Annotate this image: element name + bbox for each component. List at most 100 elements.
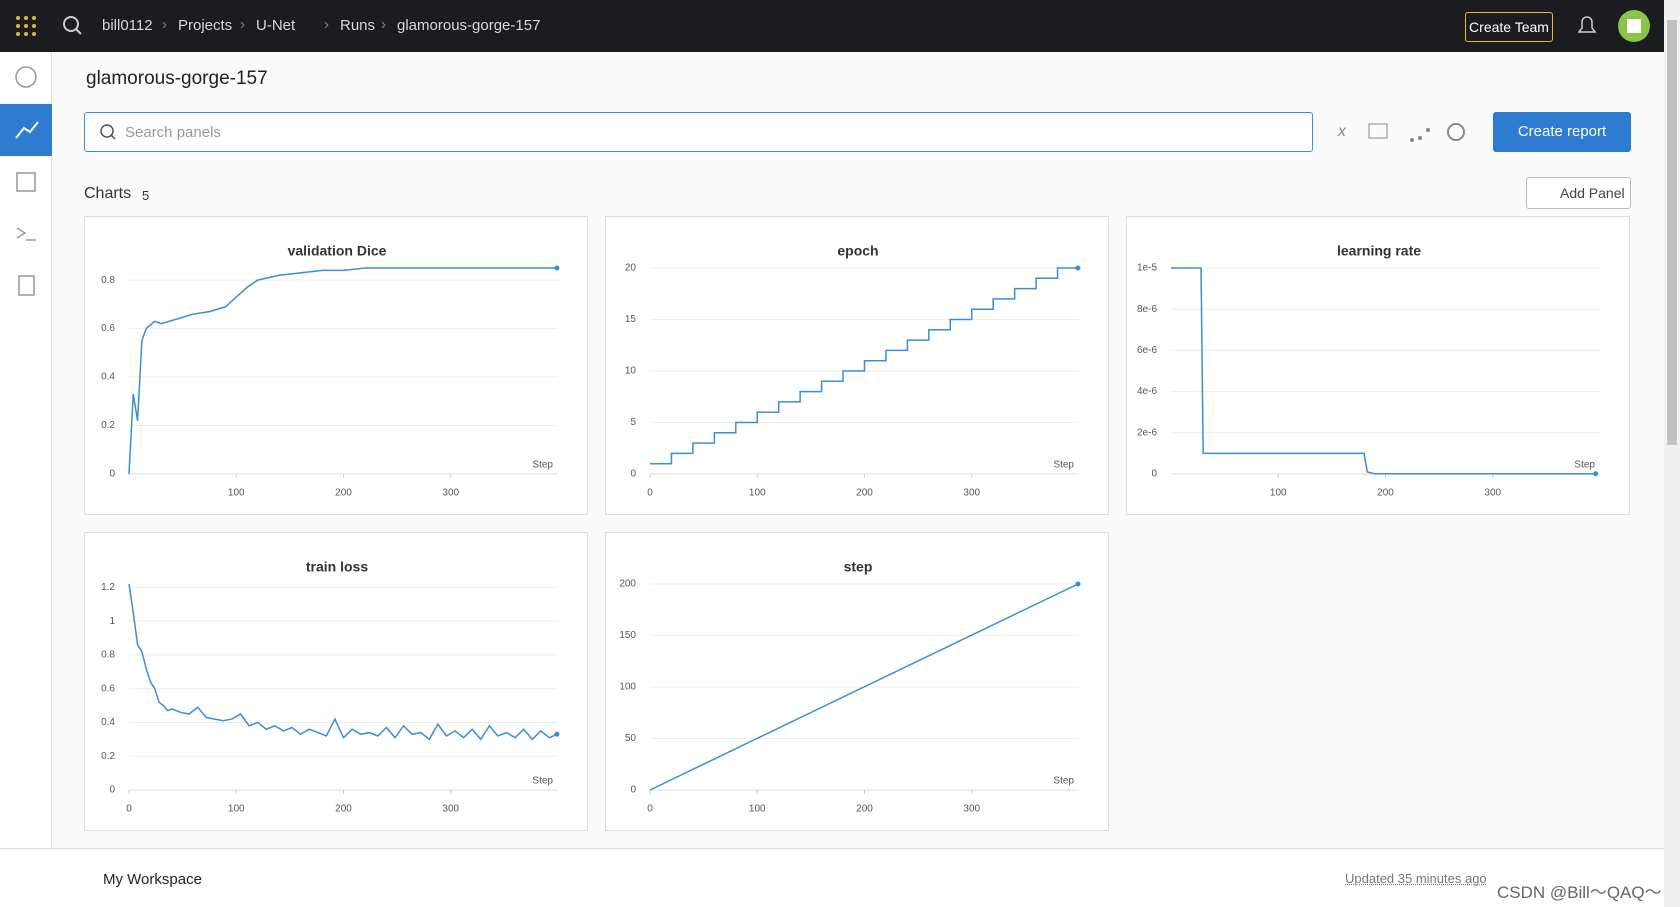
chart-panel: validation Dice 0 0.2 0.4 0.6 0.8 100 200 300 Ste… [84,216,588,515]
breadcrumb[interactable]: Projects [178,17,233,34]
top-bar: bill0112 › Projects › U-Net › Runs › gla… [0,0,1664,52]
chart-panel: learning rate 0 2e-6 4e-6 6e-6 8e-6 1e-5 100 200… [1126,216,1630,515]
chart: validation Dice 0 0.2 0.4 0.6 0.8 100 200 300 Ste… [101,243,560,499]
workspace-name[interactable]: My Workspace [103,871,202,888]
x-tick-label: 100 [228,804,245,815]
line [1171,267,1596,475]
create-team-button[interactable]: Create Team [1465,12,1553,42]
x-tick-label: 0 [126,804,132,815]
line [128,267,557,475]
x-tick-label: 200 [856,804,873,815]
line [128,583,558,741]
end-point [1075,581,1081,587]
y-tick-label: 0.8 [101,650,115,661]
y-tick-label: 0 [109,469,115,480]
chart-title: epoch [837,243,878,259]
end-point [1593,471,1599,477]
breadcrumb[interactable]: U-Net [256,17,296,34]
y-tick-label: 200 [619,579,636,590]
updated-status: Updated 35 minutes ago [1345,871,1487,886]
x-tick-label: 200 [335,804,352,815]
x-axis-label: Step [1053,460,1074,471]
y-tick-label: 10 [625,366,637,377]
y-tick-label: 0.4 [101,372,115,383]
svg-text:x: x [1337,123,1347,140]
breadcrumb[interactable]: Runs [340,17,376,34]
chart: train loss 0 0.2 0.4 0.6 0.8 1 1.2 0 100 200 300 Ste… [101,559,560,815]
x-tick-label: 100 [749,804,766,815]
chart-title: learning rate [1337,243,1421,259]
create-report-button[interactable]: Create report [1493,112,1631,152]
footer: My Workspace Updated 35 minutes ago [0,848,1664,907]
watermark: CSDN @Bill～QAQ～ [1497,883,1662,902]
header-icons [16,10,1650,42]
scroll-thumb[interactable] [1667,20,1677,445]
x-tick-label: 200 [335,488,352,499]
run-title: glamorous-gorge-157 [86,68,268,89]
y-tick-label: 50 [625,733,637,744]
chart-title: step [844,559,873,575]
separator: › [162,16,167,33]
x-tick-label: 100 [1270,488,1287,499]
x-tick-label: 300 [442,804,459,815]
y-tick-label: 20 [625,263,637,274]
x-tick-label: 300 [963,488,980,499]
breadcrumb[interactable]: glamorous-gorge-157 [397,17,541,34]
y-tick-label: 6e-6 [1137,345,1157,356]
add-panel-button[interactable]: Add Panel [1526,177,1631,209]
y-tick-label: 0 [1151,469,1157,480]
search-icon [100,124,116,140]
y-tick-label: 15 [625,314,637,325]
y-tick-label: 2e-6 [1137,427,1157,438]
separator: › [240,16,245,33]
y-tick-label: 0.6 [101,683,115,694]
scrollbar[interactable] [1664,0,1680,907]
section-title[interactable]: Charts [84,185,132,202]
x-tick-label: 100 [749,488,766,499]
toolbar-icons: x [1337,123,1465,142]
y-tick-label: 4e-6 [1137,386,1157,397]
x-axis-label: Step [532,460,553,471]
y-tick-label: 0 [630,469,636,480]
y-tick-label: 0.4 [101,717,115,728]
x-tick-label: 300 [442,488,459,499]
x-axis-label: Step [532,776,553,787]
y-tick-label: 150 [619,630,636,641]
section-count: 5 [142,188,150,203]
x-axis-label: Step [1574,460,1595,471]
y-tick-label: 1 [109,616,115,627]
x-tick-label: 200 [1377,488,1394,499]
y-tick-label: 0.2 [101,420,115,431]
sidebar [0,52,52,848]
y-tick-label: 0.6 [101,323,115,334]
chart: learning rate 0 2e-6 4e-6 6e-6 8e-6 1e-5 100 200… [1137,243,1600,499]
chart-title: validation Dice [288,243,387,259]
end-point [554,731,560,737]
chart: step 0 50 100 150 200 0 100 200 300 Step [619,559,1081,815]
y-tick-label: 5 [630,417,636,428]
chart-title: train loss [306,559,368,575]
y-tick-label: 1.2 [101,582,115,593]
search-input[interactable]: Search panels [84,112,1313,152]
sidebar-icons [0,66,52,296]
x-tick-label: 300 [1484,488,1501,499]
x-axis-label: Step [1053,776,1074,787]
y-tick-label: 0 [630,785,636,796]
end-point [554,265,560,271]
y-tick-label: 8e-6 [1137,304,1157,315]
search-placeholder: Search panels [125,124,221,141]
chart-panel: epoch 0 5 10 15 20 0 100 200 300 Step [605,216,1109,515]
separator: › [381,16,386,33]
breadcrumb[interactable]: bill0112 [102,17,153,34]
x-tick-label: 200 [856,488,873,499]
chart-panel: train loss 0 0.2 0.4 0.6 0.8 1 1.2 0 100 200 300 Ste… [84,532,588,831]
y-tick-label: 100 [619,682,636,693]
x-tick-label: 300 [963,804,980,815]
separator: › [324,16,329,33]
line [650,267,1078,465]
y-tick-label: 0.2 [101,751,115,762]
line [649,583,1079,791]
end-point [1075,265,1081,271]
x-tick-label: 0 [647,488,653,499]
